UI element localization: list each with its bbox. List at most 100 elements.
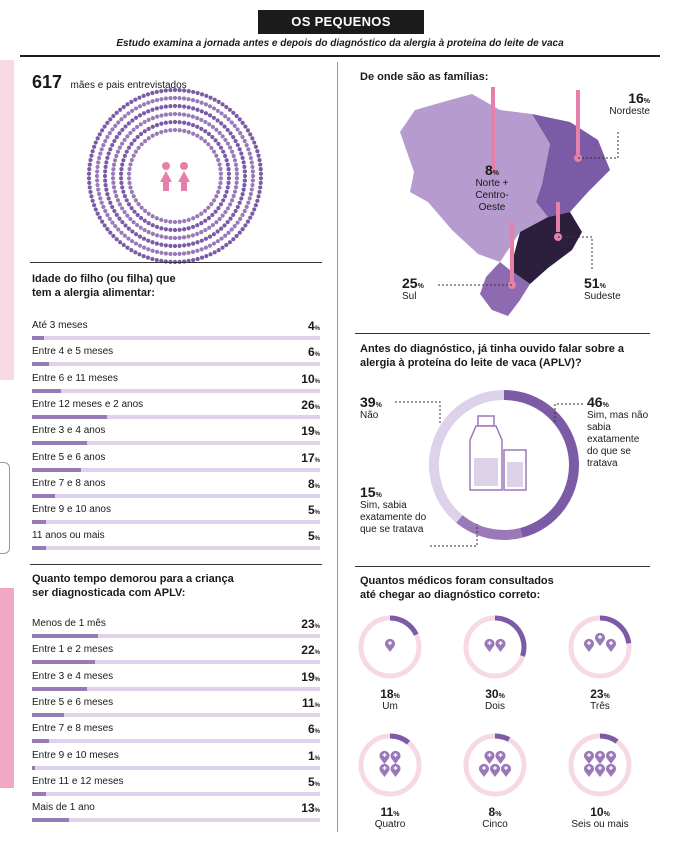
respondent-dot bbox=[250, 164, 255, 170]
respondent-dot bbox=[108, 117, 113, 122]
doctors-value: 10% bbox=[590, 805, 610, 819]
respondent-dot bbox=[172, 127, 178, 133]
respondent-dot bbox=[224, 104, 229, 110]
respondent-dot bbox=[99, 128, 105, 133]
respondent-dot bbox=[181, 235, 187, 240]
respondent-dot bbox=[141, 111, 147, 116]
respondent-dot bbox=[136, 145, 141, 150]
respondent-dot bbox=[95, 169, 100, 174]
respondent-dot bbox=[225, 185, 230, 190]
respondent-dot bbox=[150, 124, 155, 129]
respondent-dot bbox=[146, 100, 151, 105]
bar-value: 23% bbox=[301, 617, 320, 631]
respondent-dot bbox=[203, 236, 209, 241]
doctors-donut bbox=[568, 733, 632, 797]
respondent-dot bbox=[250, 178, 255, 183]
doctor-pin-icon bbox=[606, 763, 616, 777]
doctors-item: 18% Um bbox=[350, 612, 430, 713]
respondent-dot bbox=[195, 240, 200, 245]
respondent-dot bbox=[111, 167, 116, 172]
respondent-dot bbox=[88, 157, 93, 163]
bar-track bbox=[32, 441, 320, 446]
sudeste-value: 51 bbox=[584, 275, 600, 291]
respondent-dot bbox=[133, 106, 139, 111]
respondent-dot bbox=[207, 225, 212, 230]
respondent-dot bbox=[232, 158, 238, 163]
respondent-dot bbox=[163, 120, 168, 125]
nordeste-label: Nordeste bbox=[609, 106, 650, 117]
respondent-dot bbox=[105, 120, 110, 125]
bar-label: Entre 6 e 11 meses bbox=[32, 372, 118, 384]
respondent-dot bbox=[91, 144, 97, 149]
respondent-dot bbox=[150, 90, 155, 96]
respondent-dot bbox=[159, 258, 164, 264]
respondent-dot bbox=[235, 204, 240, 210]
respondent-dot bbox=[131, 153, 136, 158]
respondent-dot bbox=[86, 171, 92, 176]
respondent-dot bbox=[141, 253, 146, 259]
respondent-dot bbox=[199, 100, 204, 105]
respondent-dot bbox=[223, 209, 228, 215]
bar-track bbox=[32, 336, 320, 340]
respondent-dot bbox=[216, 141, 221, 146]
respondent-dot bbox=[237, 230, 242, 235]
respondent-dot bbox=[146, 117, 151, 122]
respondent-dot bbox=[172, 227, 178, 233]
respondent-dot bbox=[146, 211, 151, 216]
doctors-value: 30% bbox=[485, 687, 505, 701]
respondent-dot bbox=[112, 189, 118, 194]
respondent-dot bbox=[125, 245, 130, 250]
respondent-dot bbox=[240, 227, 245, 232]
brazil-map bbox=[400, 87, 619, 316]
respondent-dot bbox=[182, 227, 187, 232]
respondent-dot bbox=[210, 222, 215, 228]
respondent-dot bbox=[159, 105, 164, 110]
respondent-dot bbox=[150, 115, 155, 121]
respondent-dot bbox=[207, 113, 213, 118]
respondent-dot bbox=[199, 238, 204, 243]
respondent-dot bbox=[217, 130, 222, 136]
respondent-dot bbox=[186, 88, 191, 94]
respondent-dot bbox=[226, 117, 231, 122]
bar-label: Entre 5 e 6 meses bbox=[32, 696, 114, 708]
respondent-dot bbox=[242, 164, 247, 169]
respondent-dot bbox=[199, 109, 204, 114]
respondent-dot bbox=[224, 158, 229, 163]
respondent-dot bbox=[114, 193, 119, 199]
respondent-dot bbox=[137, 95, 142, 100]
respondent-dot bbox=[118, 107, 123, 112]
respondent-dot bbox=[104, 160, 109, 165]
respondent-dot bbox=[172, 95, 178, 101]
doctors-item: 10% Seis ou mais bbox=[560, 730, 640, 831]
respondent-dot bbox=[204, 93, 209, 99]
bar-value: 5% bbox=[307, 503, 320, 518]
norte-value: 8 bbox=[484, 162, 493, 178]
respondents-dot-ring bbox=[86, 87, 264, 265]
donut-slice bbox=[389, 615, 419, 636]
respondent-dot bbox=[163, 227, 168, 232]
respondent-dot bbox=[125, 213, 130, 218]
respondent-dot bbox=[219, 236, 224, 241]
respondent-dot bbox=[203, 227, 208, 233]
respondent-dot bbox=[104, 187, 109, 192]
respondent-dot bbox=[119, 206, 125, 211]
bar bbox=[32, 660, 96, 665]
respondent-dot bbox=[242, 138, 247, 144]
respondent-dot bbox=[226, 167, 231, 172]
respondent-dot bbox=[233, 185, 239, 190]
respondent-dot bbox=[207, 104, 213, 109]
respondent-dot bbox=[105, 212, 110, 218]
bar-track bbox=[32, 414, 320, 419]
doctor-pin-icon bbox=[606, 638, 616, 652]
respondent-dot bbox=[122, 153, 127, 158]
respondent-dot bbox=[124, 149, 129, 154]
sudeste-label: Sudeste bbox=[584, 291, 621, 302]
donut-slice bbox=[456, 514, 523, 540]
respondent-dot bbox=[258, 185, 263, 190]
respondent-dot bbox=[150, 214, 155, 219]
respondent-dot bbox=[209, 145, 214, 150]
page-subtitle: Estudo examina a jornada antes e depois … bbox=[116, 38, 564, 49]
respondent-dot bbox=[163, 96, 169, 101]
doctors-label: Quatro bbox=[374, 819, 406, 830]
respondent-dot bbox=[155, 114, 160, 119]
